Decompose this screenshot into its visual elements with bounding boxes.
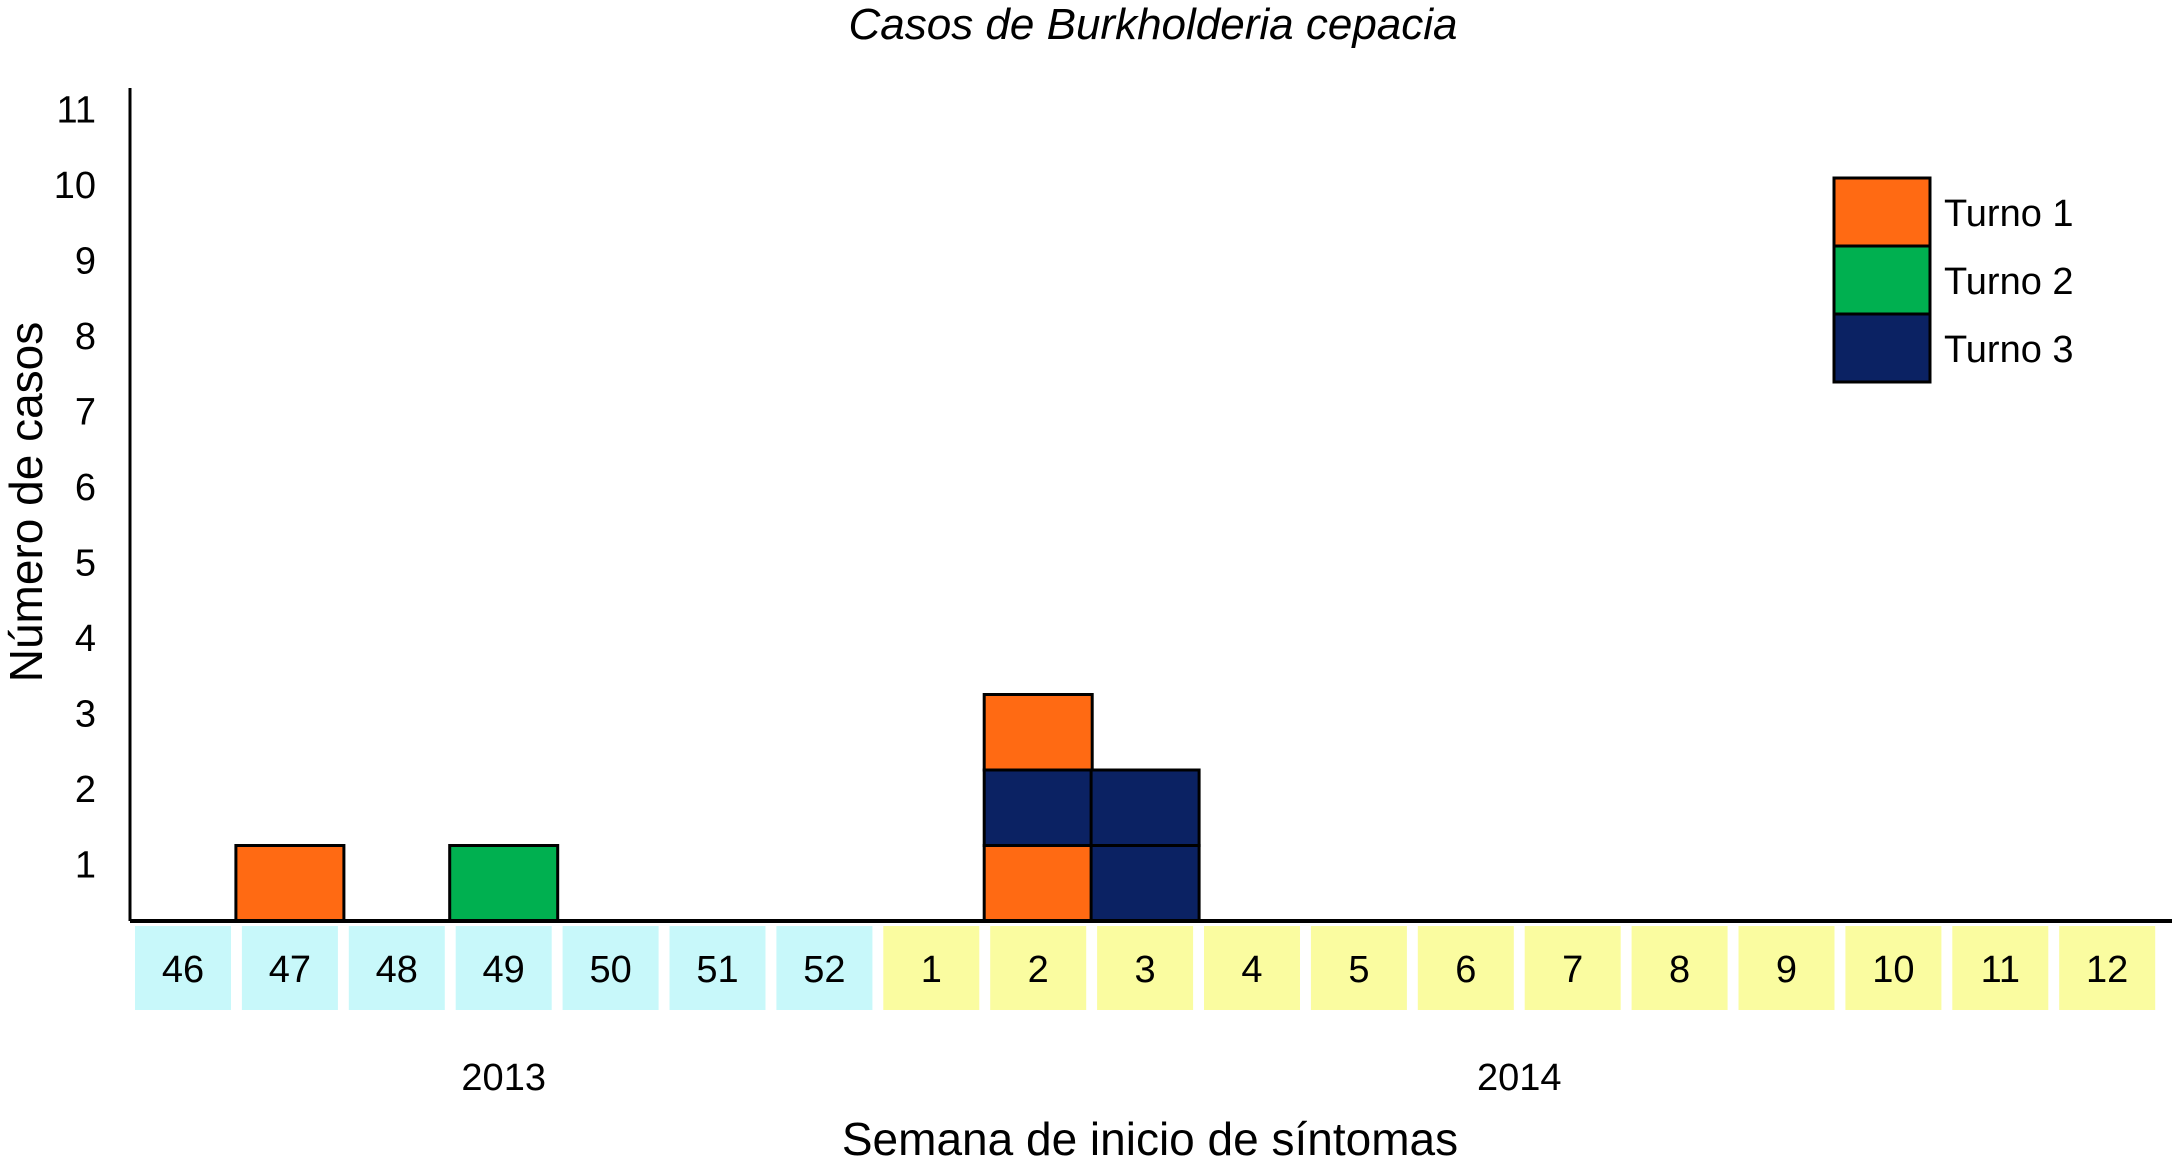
week-cell-bg [1631,926,1728,1010]
year-label: 2013 [461,1057,546,1099]
case-block [448,844,560,923]
week-axis-cells: 46 47 48 49 50 51 52 1 2 3 4 5 6 7 8 9 10 11 12 [135,926,2156,1010]
week-label: 51 [696,949,738,991]
week-cell-bg [135,926,231,1010]
week-cell-bg [776,926,873,1010]
week-label: 47 [269,949,311,991]
legend-swatch [1832,176,1932,248]
legend-swatch [1832,312,1932,384]
legend-label: Turno 1 [1944,193,2074,235]
legend: Turno 1 Turno 2 Turno 3 [1832,176,2074,384]
y-tick-label: 10 [54,165,96,207]
x-axis-label: Semana de inicio de síntomas [842,1113,1458,1165]
chart-title: Casos de Burkholderia cepacia [848,0,1457,49]
year-label: 2014 [1477,1057,1562,1099]
y-axis-label: Número de casos [0,322,52,683]
week-cell-bg [562,926,659,1010]
case-block [982,693,1094,772]
week-label: 9 [1776,949,1797,991]
y-tick-label: 8 [75,316,96,358]
week-cell-bg [1204,926,1300,1010]
week-cell-bg [241,926,338,1010]
week-label: 3 [1135,949,1156,991]
week-label: 50 [589,949,631,991]
y-tick-labels: 1 2 3 4 5 6 7 8 9 10 11 [54,89,96,886]
legend-label: Turno 2 [1944,261,2074,303]
week-label: 46 [162,949,204,991]
week-label: 49 [483,949,525,991]
week-label: 12 [2086,949,2128,991]
week-cell-bg [1097,926,1194,1010]
y-tick-label: 4 [75,618,96,660]
week-cell-bg [1417,926,1514,1010]
week-label: 4 [1241,949,1262,991]
week-label: 48 [376,949,418,991]
case-blocks [234,693,1201,923]
week-label: 6 [1455,949,1476,991]
week-label: 52 [803,949,845,991]
y-tick-label: 6 [75,467,96,509]
case-block [982,768,1094,847]
week-cell-bg [348,926,445,1010]
y-tick-label: 5 [75,542,96,584]
y-tick-label: 3 [75,693,96,735]
week-cell-bg [1310,926,1407,1010]
case-block [1089,844,1201,923]
case-block [1089,768,1201,847]
week-label: 2 [1028,949,1049,991]
legend-swatch [1832,244,1932,316]
week-label: 1 [921,949,942,991]
week-cell-bg [990,926,1087,1010]
week-label: 7 [1562,949,1583,991]
week-label: 10 [1872,949,1914,991]
week-cell-bg [2059,926,2156,1010]
week-cell-bg [1524,926,1621,1010]
week-cell-bg [1738,926,1835,1010]
y-tick-label: 9 [75,240,96,282]
week-label: 11 [1981,949,2020,991]
y-tick-label: 1 [75,844,96,886]
week-cell-bg [1952,926,2049,1010]
legend-label: Turno 3 [1944,329,2074,371]
week-cell-bg [883,926,980,1010]
axes [128,88,2172,923]
week-label: 5 [1348,949,1369,991]
case-block [982,844,1094,923]
case-block [234,844,346,923]
week-cell-bg [455,926,552,1010]
y-tick-label: 7 [75,391,96,433]
week-cell-bg [1845,926,1942,1010]
y-tick-label: 11 [57,89,96,131]
y-tick-label: 2 [75,769,96,811]
year-labels: 2013 2014 [461,1057,1561,1099]
week-label: 8 [1669,949,1690,991]
week-cell-bg [669,926,766,1010]
